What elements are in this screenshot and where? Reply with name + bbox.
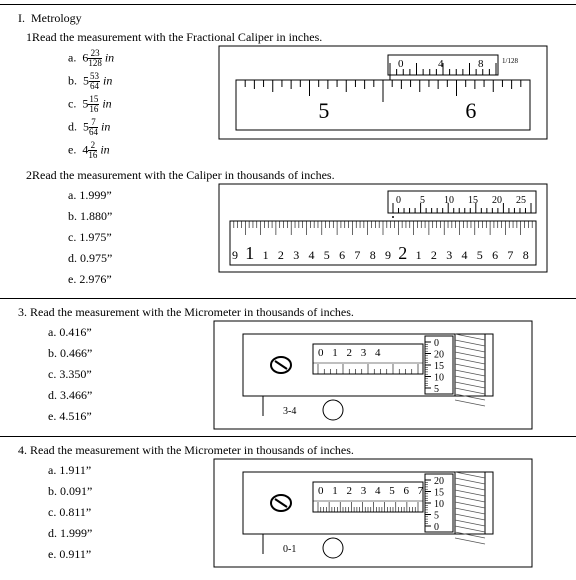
svg-text:1: 1 xyxy=(263,248,269,262)
svg-text:2: 2 xyxy=(278,248,284,262)
svg-text:6: 6 xyxy=(492,248,498,262)
svg-text:15: 15 xyxy=(434,361,444,372)
q4-options: a. 1.911” b. 0.091” c. 0.811” d. 1.999” e. 0… xyxy=(12,458,182,567)
svg-text:3: 3 xyxy=(446,248,452,262)
list-item: c. 51516 in xyxy=(68,95,202,114)
svg-text:8: 8 xyxy=(523,248,529,262)
q2-figure: 051015202591123456789212345678 xyxy=(202,183,564,273)
svg-text:0: 0 xyxy=(396,195,401,206)
svg-text:3: 3 xyxy=(293,248,299,262)
svg-text:0: 0 xyxy=(398,58,404,70)
list-item: d. 3.466” xyxy=(48,387,182,404)
svg-text:15: 15 xyxy=(468,195,478,206)
list-item: a. 0.416” xyxy=(48,324,182,341)
svg-text:2: 2 xyxy=(398,243,407,263)
q3-text: 3. Read the measurement with the Microme… xyxy=(18,305,564,320)
list-item: a. 623128 in xyxy=(68,49,202,68)
list-item: b. 0.091” xyxy=(48,483,182,500)
q1-figure: 0481/12856 xyxy=(202,45,564,140)
list-item: b. 0.466” xyxy=(48,345,182,362)
q1-text: Read the measurement with the Fractional… xyxy=(32,30,564,45)
list-item: d. 5764 in xyxy=(68,118,202,137)
list-item: e. 0.911” xyxy=(48,546,182,563)
svg-text:2: 2 xyxy=(431,248,437,262)
list-item: e. 4.516” xyxy=(48,408,182,425)
svg-text:9: 9 xyxy=(232,248,238,262)
list-item: a. 1.999” xyxy=(68,187,202,204)
q2-text: Read the measurement with the Caliper in… xyxy=(32,168,564,183)
q2-options: a. 1.999” b. 1.880” c. 1.975” d. 0.975” e. 2… xyxy=(32,183,202,292)
svg-text:0 1 2 3 4: 0 1 2 3 4 xyxy=(318,347,384,359)
svg-text:20: 20 xyxy=(434,350,444,361)
list-item: b. 1.880” xyxy=(68,208,202,225)
q4-text: 4. Read the measurement with the Microme… xyxy=(18,443,564,458)
svg-text:0: 0 xyxy=(434,338,439,349)
q3-figure: 0 1 2 3 4 02015105 3-4 xyxy=(182,320,564,430)
svg-text:9: 9 xyxy=(385,248,391,262)
section-title: Metrology xyxy=(31,11,82,25)
section-num: I. xyxy=(18,11,25,25)
svg-text:10: 10 xyxy=(434,373,444,384)
svg-text:15: 15 xyxy=(434,488,444,499)
svg-text:1/128: 1/128 xyxy=(502,57,518,65)
list-item: d. 1.999” xyxy=(48,525,182,542)
list-item: d. 0.975” xyxy=(68,250,202,267)
svg-text:7: 7 xyxy=(507,248,513,262)
list-item: c. 3.350” xyxy=(48,366,182,383)
svg-text:25: 25 xyxy=(516,195,526,206)
svg-text:10: 10 xyxy=(444,195,454,206)
q1-num: 1. xyxy=(12,30,32,45)
svg-text:5: 5 xyxy=(434,384,439,395)
q4-figure: 0 1 2 3 4 5 6 7 8 9201510500-1 xyxy=(182,458,564,568)
list-item: b. 55364 in xyxy=(68,72,202,91)
svg-text:4: 4 xyxy=(309,248,315,262)
svg-text:8: 8 xyxy=(370,248,376,262)
list-item: c. 0.811” xyxy=(48,504,182,521)
svg-text:5: 5 xyxy=(318,98,329,123)
list-item: e. 4216 in xyxy=(68,141,202,160)
svg-text:3-4: 3-4 xyxy=(283,406,296,417)
list-item: e. 2.976” xyxy=(68,271,202,288)
svg-text:10: 10 xyxy=(434,499,444,510)
svg-text:5: 5 xyxy=(434,511,439,522)
svg-text:20: 20 xyxy=(434,476,444,487)
q2-num: 2. xyxy=(12,168,32,183)
q1-options: a. 623128 in b. 55364 in c. 51516 in d. 576… xyxy=(32,45,202,164)
svg-text:5: 5 xyxy=(477,248,483,262)
svg-text:20: 20 xyxy=(492,195,502,206)
svg-text:7: 7 xyxy=(354,248,360,262)
svg-text:6: 6 xyxy=(465,98,476,123)
svg-text:5: 5 xyxy=(324,248,330,262)
svg-text:0-1: 0-1 xyxy=(283,544,296,555)
svg-text:6: 6 xyxy=(339,248,345,262)
svg-text:0: 0 xyxy=(434,522,439,533)
list-item: c. 1.975” xyxy=(68,229,202,246)
svg-text:1: 1 xyxy=(245,243,254,263)
q3-options: a. 0.416” b. 0.466” c. 3.350” d. 3.466” e. 4… xyxy=(12,320,182,429)
svg-text:8: 8 xyxy=(478,58,484,70)
svg-text:1: 1 xyxy=(416,248,422,262)
svg-text:4: 4 xyxy=(462,248,468,262)
list-item: a. 1.911” xyxy=(48,462,182,479)
